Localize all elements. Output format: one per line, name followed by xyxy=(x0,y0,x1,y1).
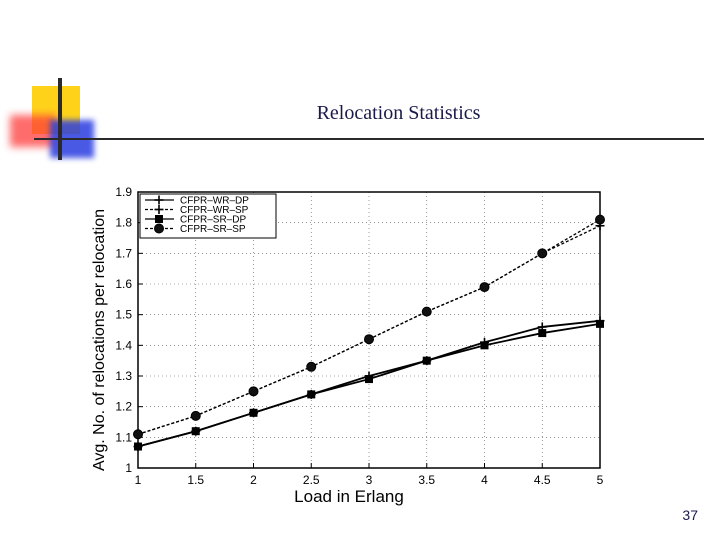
x-tick-label: 2 xyxy=(250,473,257,487)
data-point xyxy=(134,442,142,451)
data-point xyxy=(421,306,432,317)
x-tick-label: 2.5 xyxy=(303,473,320,487)
data-point xyxy=(249,408,258,417)
data-point xyxy=(364,334,374,345)
y-tick-label: 1.9 xyxy=(115,185,132,199)
y-tick-label: 1.4 xyxy=(115,338,132,352)
data-point xyxy=(191,427,200,436)
x-tick-label: 3 xyxy=(366,473,373,487)
x-axis-label: Load in Erlang xyxy=(294,487,404,506)
legend-label: CFPR–WR–SP xyxy=(180,205,249,216)
legend-label: CFPR–SR–SP xyxy=(180,224,246,235)
y-tick-label: 1 xyxy=(125,461,132,475)
y-tick-label: 1.3 xyxy=(115,369,132,383)
series-2 xyxy=(134,319,604,451)
data-point xyxy=(306,361,317,372)
data-point xyxy=(365,375,373,384)
legend-item: CFPR–SR–SP xyxy=(145,223,246,235)
series-line xyxy=(137,219,601,435)
y-tick-label: 1.5 xyxy=(115,308,132,322)
data-point xyxy=(537,248,548,259)
data-point xyxy=(307,390,316,399)
y-tick-label: 1.1 xyxy=(115,430,132,444)
data-point xyxy=(422,356,431,365)
legend-marker xyxy=(154,205,164,214)
decorative-vertical-rule xyxy=(58,78,62,160)
legend-marker xyxy=(154,223,164,234)
data-point xyxy=(479,282,490,293)
y-tick-label: 1.2 xyxy=(115,400,132,414)
x-tick-label: 5 xyxy=(597,473,604,487)
data-point xyxy=(480,341,489,350)
legend-item: CFPR–WR–DP xyxy=(145,195,249,207)
relocation-chart: 1 1.5 2 2.5 3 3.5 4 4.5 5 1 1.1 1.2 1.3 1.4 1.5 1.6 1.7… xyxy=(91,185,605,506)
series-3 xyxy=(133,214,605,440)
legend-label: CFPR–SR–DP xyxy=(180,215,246,226)
y-axis-label: Avg. No. of relocations per relocation xyxy=(91,209,108,471)
x-tick-label: 4 xyxy=(481,473,488,487)
data-point xyxy=(190,410,201,421)
slide-title: Relocation Statistics xyxy=(316,102,481,124)
data-point xyxy=(595,214,605,225)
y-axis-ticks: 1 1.1 1.2 1.3 1.4 1.5 1.6 1.7 1.8 1.9 xyxy=(115,185,143,475)
legend-item: CFPR–WR–SP xyxy=(145,205,249,216)
data-point xyxy=(538,329,547,338)
title-rule xyxy=(34,138,704,140)
page-number: 37 xyxy=(682,507,698,523)
x-tick-label: 1.5 xyxy=(187,473,204,487)
x-tick-label: 4.5 xyxy=(534,473,551,487)
legend-marker xyxy=(155,215,163,223)
data-point xyxy=(133,429,143,440)
legend-item: CFPR–SR–DP xyxy=(145,215,246,226)
y-tick-label: 1.8 xyxy=(115,216,132,230)
decorative-red-square xyxy=(10,115,56,147)
y-tick-label: 1.7 xyxy=(115,246,132,260)
legend-marker xyxy=(154,195,164,205)
series xyxy=(133,214,605,452)
data-point xyxy=(596,319,604,328)
x-tick-label: 1 xyxy=(135,473,142,487)
x-axis-ticks: 1 1.5 2 2.5 3 3.5 4 4.5 5 xyxy=(135,463,604,487)
data-point xyxy=(248,386,259,397)
x-tick-label: 3.5 xyxy=(418,473,435,487)
y-tick-label: 1.6 xyxy=(115,277,132,291)
legend-label: CFPR–WR–DP xyxy=(180,196,249,207)
